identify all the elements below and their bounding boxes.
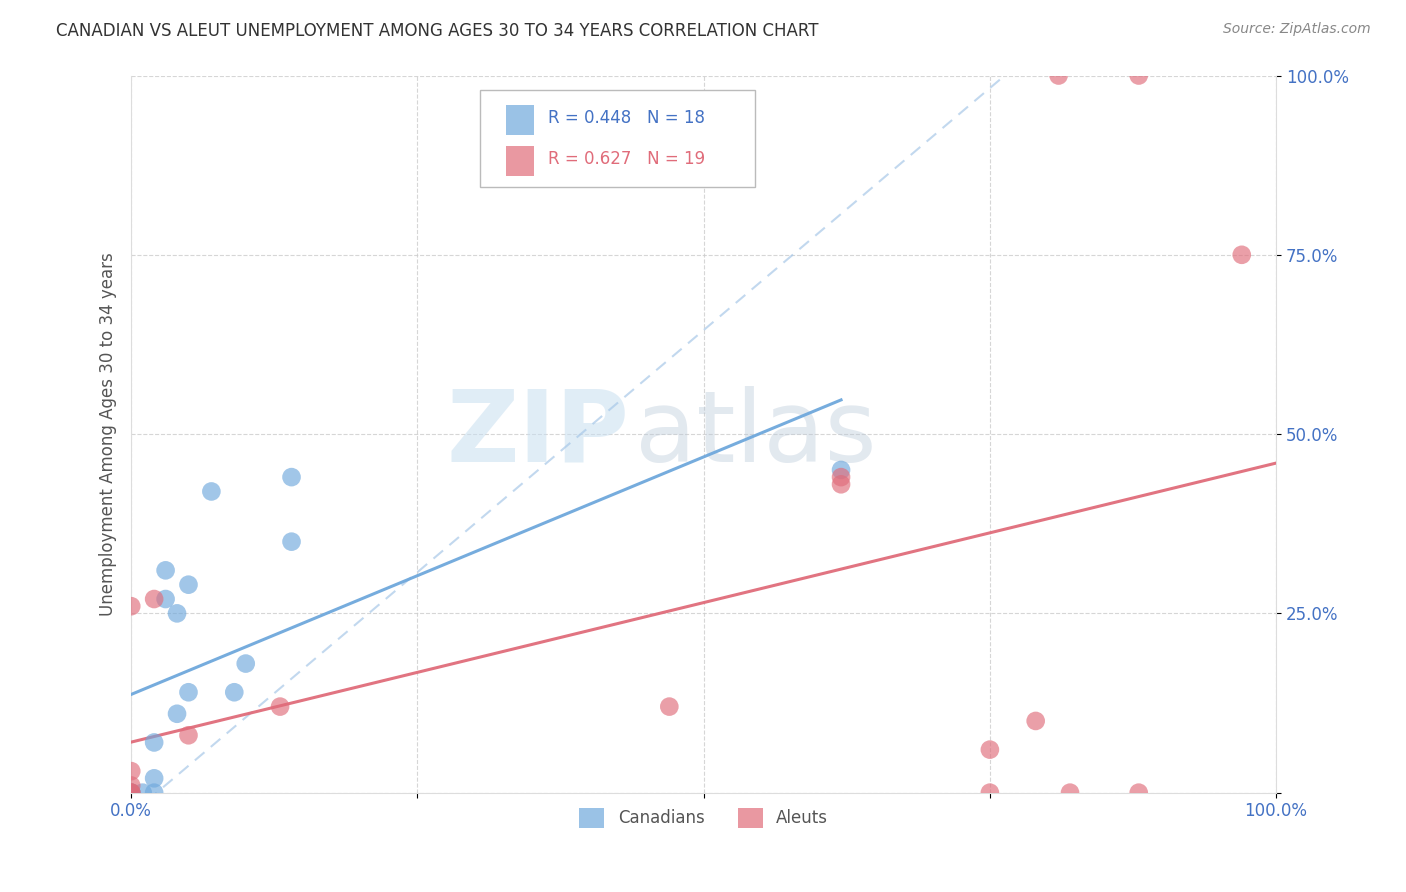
Bar — [506, 105, 534, 135]
Point — [143, 735, 166, 749]
Y-axis label: Unemployment Among Ages 30 to 34 years: Unemployment Among Ages 30 to 34 years — [100, 252, 117, 616]
Point — [1047, 69, 1070, 83]
Point — [235, 657, 257, 671]
Text: R = 0.448   N = 18: R = 0.448 N = 18 — [548, 109, 704, 127]
Text: Source: ZipAtlas.com: Source: ZipAtlas.com — [1223, 22, 1371, 37]
Point — [177, 685, 200, 699]
Point — [166, 607, 188, 621]
Point — [658, 699, 681, 714]
Bar — [506, 146, 534, 177]
Point — [280, 470, 302, 484]
Text: CANADIAN VS ALEUT UNEMPLOYMENT AMONG AGES 30 TO 34 YEARS CORRELATION CHART: CANADIAN VS ALEUT UNEMPLOYMENT AMONG AGE… — [56, 22, 818, 40]
Point — [979, 786, 1001, 800]
Point — [280, 534, 302, 549]
Point — [143, 772, 166, 786]
Point — [177, 728, 200, 742]
Point — [830, 470, 852, 484]
Point — [1128, 69, 1150, 83]
Text: ZIP: ZIP — [446, 385, 630, 483]
Text: atlas: atlas — [636, 385, 876, 483]
Point — [143, 592, 166, 607]
Legend: Canadians, Aleuts: Canadians, Aleuts — [572, 801, 835, 835]
Point — [830, 463, 852, 477]
Point — [979, 742, 1001, 756]
Point — [1128, 786, 1150, 800]
Point — [120, 786, 142, 800]
Point — [120, 599, 142, 614]
Point — [1230, 248, 1253, 262]
Point — [155, 563, 177, 577]
Point — [166, 706, 188, 721]
Point — [120, 786, 142, 800]
Point — [155, 592, 177, 607]
Point — [269, 699, 291, 714]
Point — [131, 786, 153, 800]
Point — [200, 484, 222, 499]
Text: R = 0.627   N = 19: R = 0.627 N = 19 — [548, 150, 704, 168]
Point — [120, 786, 142, 800]
Point — [177, 577, 200, 591]
Point — [143, 786, 166, 800]
Point — [1059, 786, 1081, 800]
Point — [1025, 714, 1047, 728]
Point — [224, 685, 246, 699]
FancyBboxPatch shape — [481, 90, 755, 186]
Point — [120, 779, 142, 793]
Point — [830, 477, 852, 491]
Point — [120, 786, 142, 800]
Point — [120, 764, 142, 779]
